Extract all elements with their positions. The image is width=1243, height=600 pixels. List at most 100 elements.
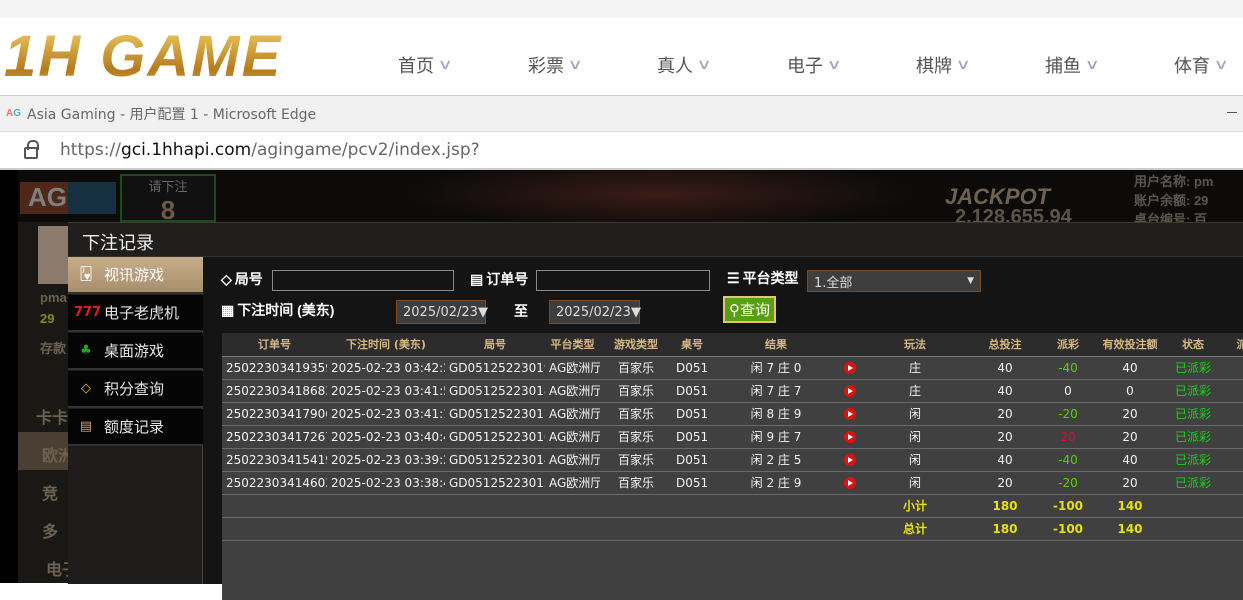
round-id: GD05125223016: [445, 425, 545, 449]
menu-label: 电子老虎机: [104, 304, 180, 322]
nav-label: 体育: [1174, 56, 1210, 77]
table-id: D051: [672, 448, 712, 472]
left-sidebar: [18, 222, 70, 583]
round-input[interactable]: [272, 270, 454, 291]
platform: AG欧洲厅: [545, 379, 600, 403]
column-header: 状态: [1164, 333, 1222, 357]
dialog-title: 下注记录: [68, 223, 1243, 257]
play-replay-icon[interactable]: [844, 454, 856, 466]
menu-item[interactable]: ▤ 额度记录: [68, 409, 203, 446]
side-tab[interactable]: 竞: [42, 486, 59, 503]
search-label: 查询: [740, 301, 771, 319]
result: 闲 7 庄 7: [712, 379, 840, 403]
search-button[interactable]: ⚲查询: [723, 296, 777, 323]
order-id: 250223034172677: [222, 425, 327, 449]
table-id: D051: [672, 379, 712, 403]
payout: -40: [1040, 356, 1096, 380]
round-id: GD05125223013: [445, 471, 545, 495]
table-header: 订单号 下注时间 (美东) 局号 平台类型 游戏类型 桌号 结果 玩法 总投注 派彩 有效投注额 状态…: [222, 333, 1243, 357]
address-bar[interactable]: https://gci.1hhapi.com/agingame/pcv2/ind…: [0, 132, 1243, 170]
window-title: Asia Gaming - 用户配置 1 - Microsoft Edge: [27, 106, 317, 123]
side-tab[interactable]: 欧洲: [42, 448, 75, 465]
nav-item[interactable]: 首页 ∨: [398, 52, 453, 78]
nav-item[interactable]: 彩票 ∨: [528, 52, 583, 78]
valid-bet: 0: [1096, 379, 1164, 403]
play-replay-icon[interactable]: [844, 477, 856, 489]
side-balance: 29: [40, 311, 55, 326]
chevron-down-icon: ∨: [1213, 57, 1229, 73]
nav-item[interactable]: 真人 ∨: [657, 52, 712, 78]
nav-item[interactable]: 棋牌 ∨: [916, 52, 971, 78]
status: 已派彩: [1164, 379, 1222, 403]
order-label: 订单号: [486, 271, 529, 287]
order-id: 250223034193597: [222, 356, 327, 380]
game-type: 百家乐: [600, 402, 672, 426]
subtotal-valid-bet: 140: [1096, 494, 1164, 518]
menu-label: 额度记录: [104, 418, 165, 436]
countdown-value: 8: [160, 195, 176, 225]
game-type: 百家乐: [600, 356, 672, 380]
play-replay-icon[interactable]: [844, 408, 856, 420]
game-type: 百家乐: [600, 425, 672, 449]
date-from-select[interactable]: 2025/02/23 ▼: [396, 300, 488, 324]
menu-item[interactable]: 777 电子老虎机: [68, 295, 203, 332]
chevron-down-icon: ∨: [567, 57, 583, 73]
search-icon: ⚲: [729, 301, 740, 319]
clipboard-icon: ▤: [470, 270, 484, 287]
table-id: D051: [672, 471, 712, 495]
payout: -40: [1040, 448, 1096, 472]
record-content: ◇ 局号 ▤ 订单号 ☰ 平台类型 1.全部 ▼ ▦ 下注时间 (美东) 2025/02/…: [203, 257, 1243, 600]
bet-type: 闲: [860, 471, 970, 495]
nav-item[interactable]: 电子 ∨: [787, 52, 842, 78]
menu-label: 视讯游戏: [104, 266, 165, 284]
platform: AG欧洲厅: [545, 425, 600, 449]
user-name: 用户名称: pm: [1134, 174, 1214, 189]
minimize-button[interactable]: [1227, 112, 1237, 113]
result: 闲 7 庄 0: [712, 356, 840, 380]
column-header: 游戏类型: [600, 333, 672, 357]
result: 闲 2 庄 5: [712, 448, 840, 472]
bet-time: 2025-02-23 03:41:18: [327, 402, 445, 426]
platform: AG欧洲厅: [545, 448, 600, 472]
lock-icon[interactable]: [24, 140, 39, 159]
bet-type: 闲: [860, 448, 970, 472]
nav-label: 捕鱼: [1045, 56, 1081, 77]
site-logo[interactable]: 1H GAME: [4, 23, 283, 89]
deposit-button[interactable]: 存款: [40, 341, 67, 356]
column-header: 桌号: [672, 333, 712, 357]
menu-item[interactable]: ♣ 桌面游戏: [68, 333, 203, 370]
date-to-select[interactable]: 2025/02/23 ▼: [549, 300, 641, 324]
game-type: 百家乐: [600, 448, 672, 472]
nav-label: 电子: [787, 56, 823, 77]
game-type: 百家乐: [600, 379, 672, 403]
side-tab[interactable]: 多: [42, 524, 59, 541]
table-game-icon: ♣: [80, 343, 92, 358]
menu-item[interactable]: 🂻 视讯游戏: [68, 257, 209, 294]
side-tab[interactable]: 卡卡: [36, 410, 69, 427]
bet-type: 闲: [860, 425, 970, 449]
time-label: 下注时间 (美东): [237, 302, 335, 318]
valid-bet: 40: [1096, 448, 1164, 472]
total-bet: 40: [970, 379, 1040, 403]
dropdown-arrow-icon: ▼: [630, 304, 641, 320]
status: 已派彩: [1164, 402, 1222, 426]
diamond-icon: ◇: [81, 381, 91, 396]
bet-type: 闲: [860, 402, 970, 426]
date-from: 2025/02/23: [403, 304, 478, 320]
platform-select[interactable]: 1.全部 ▼: [807, 270, 981, 292]
column-header: 订单号: [222, 333, 327, 357]
order-input[interactable]: [536, 270, 710, 291]
table-row: 250223034186831 2025-02-23 03:41:55 GD05…: [222, 379, 1243, 403]
table-row: 250223034154190 2025-02-23 03:39:22 GD05…: [222, 448, 1243, 472]
play-replay-icon[interactable]: [844, 362, 856, 374]
total-bet: 20: [970, 402, 1040, 426]
play-replay-icon[interactable]: [844, 385, 856, 397]
play-replay-icon[interactable]: [844, 431, 856, 443]
total-total-bet: 180: [970, 517, 1040, 541]
document-icon: ▤: [79, 419, 93, 434]
nav-item[interactable]: 捕鱼 ∨: [1045, 52, 1100, 78]
column-header: 总投注: [970, 333, 1040, 357]
menu-item[interactable]: ◇ 积分查询: [68, 371, 203, 408]
nav-item[interactable]: 体育 ∨: [1174, 52, 1229, 78]
platform: AG欧洲厅: [545, 356, 600, 380]
